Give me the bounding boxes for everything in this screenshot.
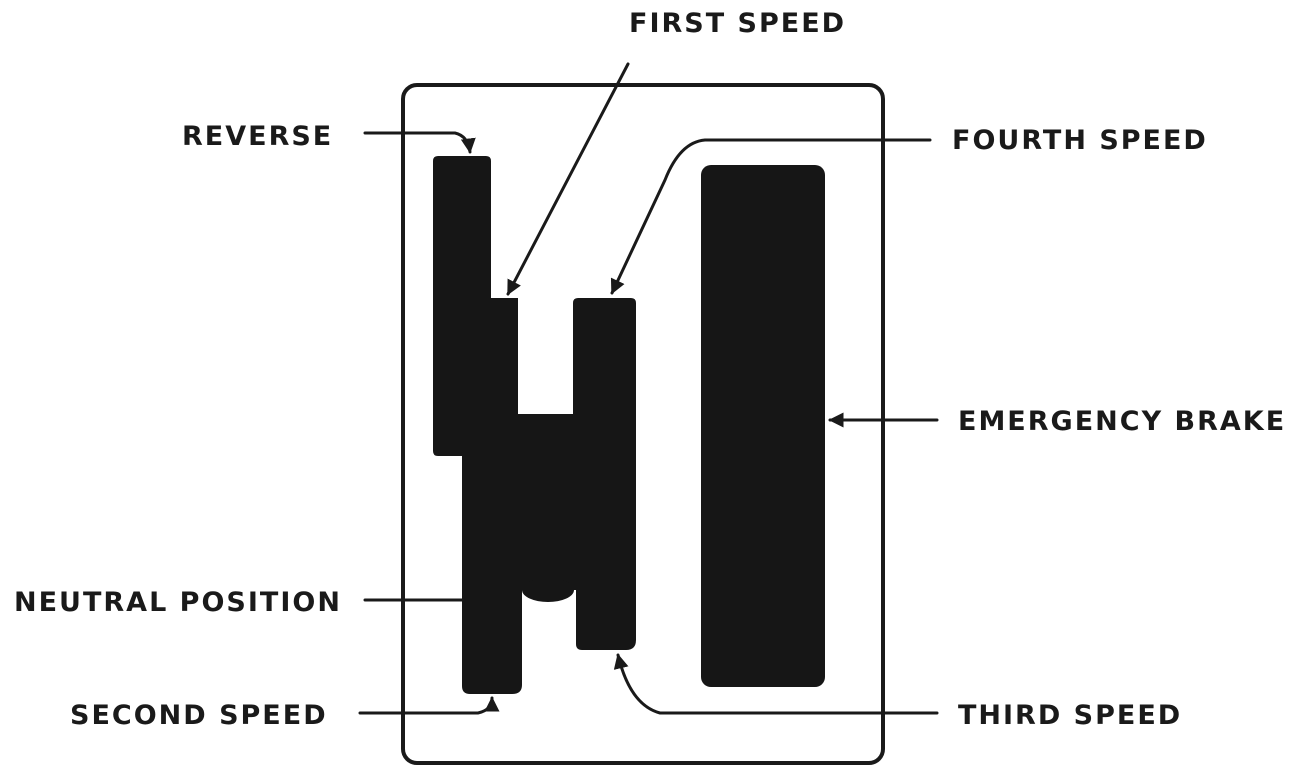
leader-fourth-speed	[610, 138, 932, 295]
emergency-brake-slot	[701, 165, 825, 687]
neutral-notch	[522, 578, 574, 602]
label-emergency-brake: EMERGENCY BRAKE	[958, 406, 1286, 437]
leader-reverse	[363, 131, 476, 154]
label-neutral-position: NEUTRAL POSITION	[14, 587, 342, 618]
label-third-speed: THIRD SPEED	[958, 700, 1182, 731]
label-first-speed: FIRST SPEED	[629, 8, 846, 39]
leader-second-speed	[358, 696, 500, 715]
leader-third-speed	[613, 653, 939, 715]
leader-first-speed	[506, 62, 630, 296]
label-reverse: REVERSE	[182, 121, 333, 152]
label-fourth-speed: FOURTH SPEED	[952, 125, 1208, 156]
gear-gate-slot	[433, 156, 636, 694]
label-second-speed: SECOND SPEED	[70, 700, 328, 731]
